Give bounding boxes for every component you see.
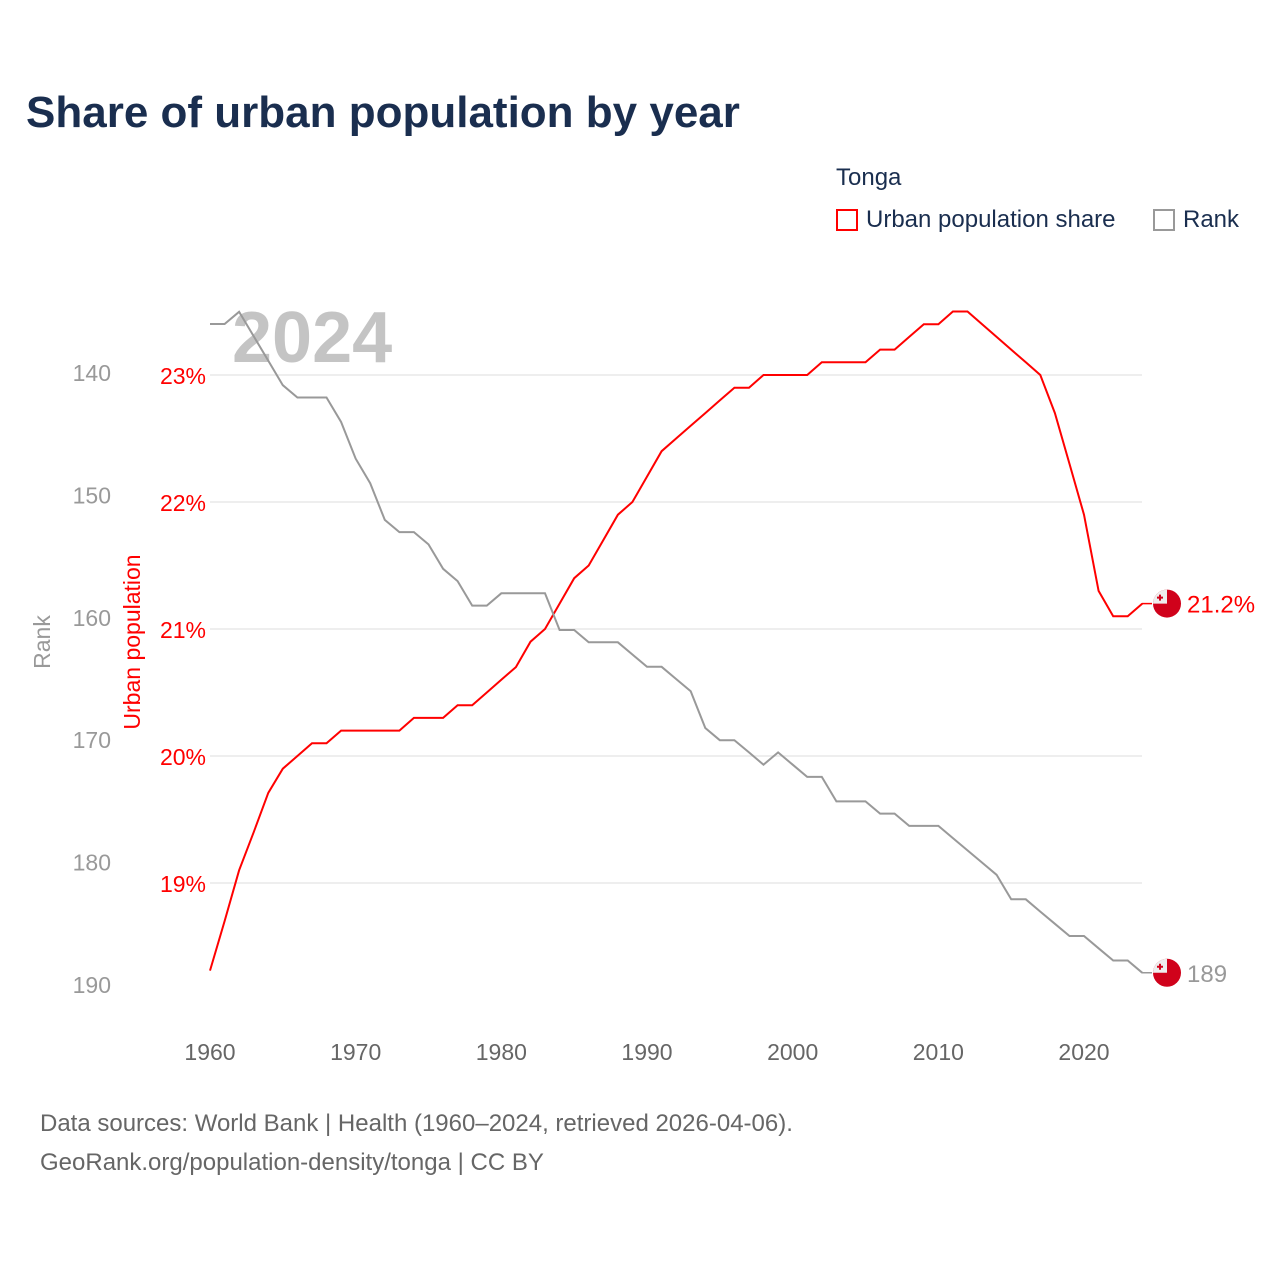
y-axis-label-rank: Rank [29,615,55,669]
x-tick: 1990 [621,1039,672,1065]
y-tick-rank: 180 [73,850,111,876]
legend-swatch-urban [836,209,858,231]
y-tick-rank: 170 [73,727,111,753]
end-label-urban: 21.2% [1187,592,1255,619]
x-tick: 1980 [476,1039,527,1065]
y-tick-rank: 150 [73,482,111,508]
y-tick-urban: 23% [160,363,206,389]
legend-item-rank[interactable]: Rank [1153,206,1239,234]
x-tick: 2010 [913,1039,964,1065]
source-line-1: Data sources: World Bank | Health (1960–… [40,1110,793,1137]
legend-item-urban[interactable]: Urban population share [836,206,1116,234]
y-axis-label-urban: Urban population [119,554,145,729]
y-tick-rank: 190 [73,972,111,998]
y-tick-rank: 140 [73,360,111,386]
legend-label-urban: Urban population share [866,206,1116,233]
chart-title: Share of urban population by year [26,88,740,137]
flag-cross [1157,963,1163,970]
legend-swatch-rank [1153,209,1175,231]
series-line-rank [210,310,1143,974]
series-line-urban [209,310,1143,971]
flag-cross [1157,594,1163,601]
end-label-rank: 189 [1187,961,1227,988]
year-label: 2024 [232,298,392,378]
x-tick: 1960 [184,1039,235,1065]
x-tick: 1970 [330,1039,381,1065]
y-tick-urban: 21% [160,617,206,643]
y-tick-urban: 22% [160,490,206,516]
y-tick-urban: 19% [160,871,206,897]
source-line-2: GeoRank.org/population-density/tonga | C… [40,1149,544,1176]
y-tick-rank: 160 [73,605,111,631]
legend-label-rank: Rank [1183,206,1240,233]
legend-title: Tonga [836,164,902,191]
x-tick: 2020 [1058,1039,1109,1065]
y-tick-urban: 20% [160,744,206,770]
x-tick: 2000 [767,1039,818,1065]
